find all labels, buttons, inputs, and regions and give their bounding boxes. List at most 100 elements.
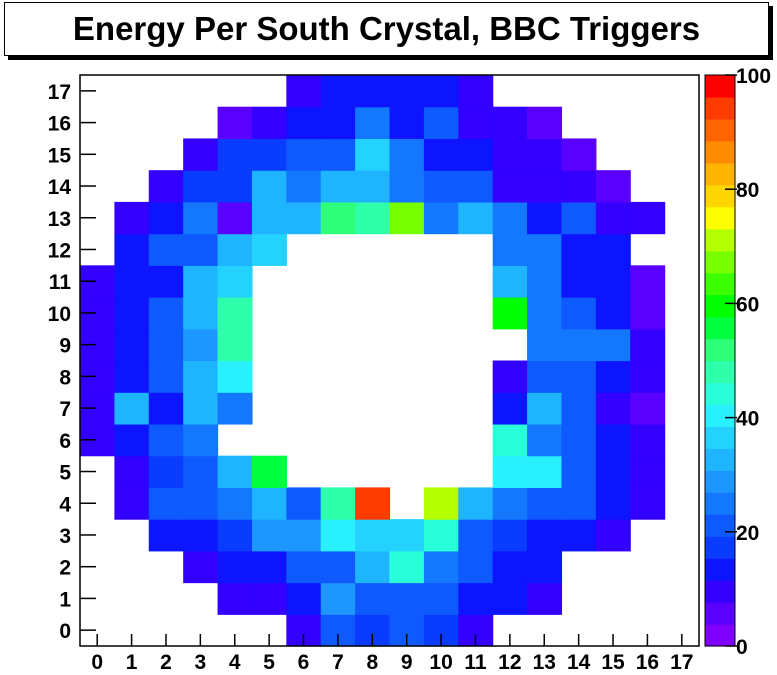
heatmap-cell xyxy=(183,297,218,329)
heatmap-cell xyxy=(493,487,528,519)
heatmap-cell xyxy=(527,583,562,615)
heatmap-cell xyxy=(355,487,390,519)
heatmap-cell xyxy=(321,138,356,170)
heatmap-cell xyxy=(561,424,596,456)
heatmap-cell xyxy=(424,519,459,551)
heatmap-cell xyxy=(458,487,493,519)
heatmap-cell xyxy=(596,170,631,202)
heatmap-cell xyxy=(149,202,184,234)
heatmap-cell xyxy=(218,107,253,139)
y-tick-label: 1 xyxy=(59,588,71,611)
heatmap-cell xyxy=(630,487,665,519)
y-tick-label: 12 xyxy=(48,239,71,262)
x-tick-label: 10 xyxy=(429,651,452,674)
heatmap-cell xyxy=(149,361,184,393)
heatmap-cell xyxy=(286,487,321,519)
y-tick-label: 9 xyxy=(59,335,71,358)
colorbar-tick-label: 100 xyxy=(736,65,771,88)
heatmap-cell xyxy=(596,297,631,329)
heatmap-cell xyxy=(218,170,253,202)
colorbar-swatch xyxy=(705,382,735,405)
heatmap-cell xyxy=(596,392,631,424)
heatmap-cell xyxy=(183,138,218,170)
heatmap-cell xyxy=(218,234,253,266)
colorbar-swatch xyxy=(705,339,735,362)
heatmap-cell xyxy=(321,551,356,583)
heatmap-cell xyxy=(630,329,665,361)
colorbar-swatch xyxy=(705,75,735,98)
heatmap-cell xyxy=(355,75,390,107)
x-tick-label: 2 xyxy=(160,651,172,674)
heatmap-cell xyxy=(390,138,425,170)
heatmap-cell xyxy=(630,265,665,297)
y-tick-label: 8 xyxy=(59,366,71,389)
heatmap-cell xyxy=(252,456,287,488)
heatmap-cell xyxy=(424,583,459,615)
heatmap-cell xyxy=(218,361,253,393)
heatmap-cell xyxy=(596,234,631,266)
heatmap-cell xyxy=(252,107,287,139)
heatmap-cell xyxy=(114,265,149,297)
heatmap-cell xyxy=(390,170,425,202)
heatmap-cell xyxy=(286,551,321,583)
heatmap-cell xyxy=(252,234,287,266)
heatmap-cell xyxy=(286,202,321,234)
heatmap-cell xyxy=(218,551,253,583)
heatmap-cell xyxy=(149,519,184,551)
heatmap-cell xyxy=(527,138,562,170)
heatmap-cell xyxy=(493,138,528,170)
x-tick-label: 17 xyxy=(670,651,693,674)
heatmap-cell xyxy=(630,361,665,393)
heatmap-cell xyxy=(114,202,149,234)
x-tick-label: 11 xyxy=(464,651,487,674)
heatmap-cell xyxy=(527,551,562,583)
y-tick-label: 4 xyxy=(59,493,71,516)
heatmap-cell xyxy=(321,519,356,551)
heatmap-cell xyxy=(149,234,184,266)
x-tick-label: 16 xyxy=(636,651,659,674)
x-tick-label: 3 xyxy=(195,651,207,674)
colorbar-swatch xyxy=(705,580,735,603)
x-tick-label: 7 xyxy=(332,651,344,674)
heatmap-cell xyxy=(493,265,528,297)
colorbar-swatch xyxy=(705,514,735,537)
heatmap-cell xyxy=(355,170,390,202)
heatmap-cell xyxy=(630,456,665,488)
heatmap-cell xyxy=(527,297,562,329)
heatmap-cell xyxy=(183,487,218,519)
x-tick-label: 0 xyxy=(91,651,103,674)
heatmap-cell xyxy=(149,392,184,424)
heatmap-cell xyxy=(252,551,287,583)
colorbar-tick-label: 60 xyxy=(736,293,759,316)
heatmap-cell xyxy=(390,551,425,583)
heatmap-cell xyxy=(183,170,218,202)
heatmap-cell xyxy=(424,170,459,202)
y-tick-label: 10 xyxy=(48,303,71,326)
heatmap-cell xyxy=(561,202,596,234)
heatmap-cell xyxy=(493,202,528,234)
heatmap-cell xyxy=(114,424,149,456)
colorbar-tick-label: 0 xyxy=(736,636,748,659)
colorbar-swatch xyxy=(705,295,735,318)
heatmap-cell xyxy=(218,138,253,170)
heatmap-cell xyxy=(458,551,493,583)
heatmap-cell xyxy=(286,170,321,202)
heatmap-cell xyxy=(493,361,528,393)
y-tick-label: 16 xyxy=(48,113,71,136)
heatmap-cell xyxy=(458,138,493,170)
x-tick-label: 14 xyxy=(567,651,591,674)
heatmap-cell xyxy=(561,456,596,488)
heatmap-cell xyxy=(355,583,390,615)
colorbar-swatch xyxy=(705,361,735,384)
y-tick-label: 5 xyxy=(59,462,71,485)
heatmap-cell xyxy=(596,424,631,456)
heatmap-cell xyxy=(114,392,149,424)
heatmap-cell xyxy=(527,107,562,139)
heatmap-cell xyxy=(218,265,253,297)
heatmap-cell xyxy=(458,170,493,202)
heatmap-cell xyxy=(561,297,596,329)
heatmap-cell xyxy=(114,329,149,361)
heatmap-cell xyxy=(149,329,184,361)
heatmap-cell xyxy=(493,392,528,424)
heatmap-cell xyxy=(183,392,218,424)
